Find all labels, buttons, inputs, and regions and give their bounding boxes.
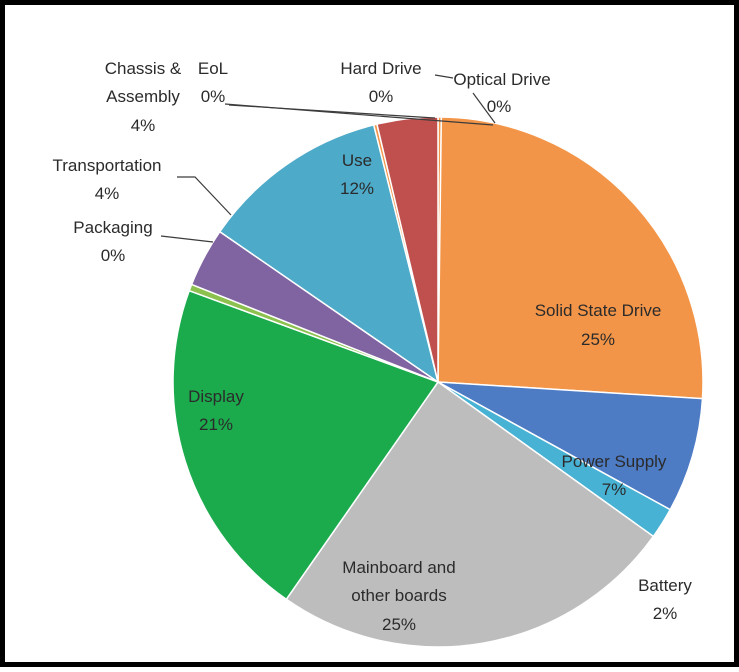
pie-chart: Chassis & Assembly 4% EoL 0% Hard Drive … bbox=[53, 59, 704, 648]
pie-slice-mainboard-and-other-boards bbox=[285, 380, 655, 648]
label-chassis-assembly-line2: Assembly bbox=[106, 87, 180, 106]
label-chassis-assembly-value: 4% bbox=[131, 116, 156, 135]
label-hard-drive-value: 0% bbox=[369, 87, 394, 106]
label-optical-drive-value: 0% bbox=[487, 97, 512, 116]
label-solid-state-drive-name: Solid State Drive bbox=[535, 301, 662, 320]
pie-slice-power-supply bbox=[437, 381, 704, 511]
pie-slice-solid-state-drive bbox=[437, 116, 704, 400]
label-mainboard-line1: Mainboard and bbox=[342, 558, 455, 577]
label-solid-state-drive-value: 25% bbox=[581, 330, 615, 349]
pie-slice-display bbox=[172, 289, 440, 601]
label-packaging-value: 0% bbox=[101, 246, 126, 265]
label-power-supply-value: 7% bbox=[602, 480, 627, 499]
label-optical-drive-name: Optical Drive bbox=[453, 70, 550, 89]
label-display-name: Display bbox=[188, 387, 244, 406]
label-power-supply-name: Power Supply bbox=[562, 452, 667, 471]
leader-line-eol bbox=[224, 103, 494, 126]
leader-line-packaging bbox=[160, 235, 214, 243]
label-use-name: Use bbox=[342, 151, 372, 170]
leader-line-hard-drive bbox=[434, 74, 454, 79]
label-eol-name: EoL bbox=[198, 59, 228, 78]
label-battery-value: 2% bbox=[653, 604, 678, 623]
label-transportation-value: 4% bbox=[95, 184, 120, 203]
label-packaging-name: Packaging bbox=[73, 218, 152, 237]
pie-slice-use bbox=[218, 124, 440, 384]
leader-lines bbox=[160, 74, 496, 243]
pie-slices bbox=[172, 116, 704, 648]
leader-line-optical-drive bbox=[472, 92, 496, 124]
label-mainboard-line2: other boards bbox=[351, 586, 446, 605]
leader-line-transportation bbox=[177, 176, 232, 216]
slice-labels: Chassis & Assembly 4% EoL 0% Hard Drive … bbox=[53, 59, 693, 634]
label-battery-name: Battery bbox=[638, 576, 692, 595]
label-transportation-name: Transportation bbox=[53, 156, 162, 175]
label-mainboard-value: 25% bbox=[382, 615, 416, 634]
label-eol-value: 0% bbox=[201, 87, 226, 106]
label-hard-drive-name: Hard Drive bbox=[340, 59, 421, 78]
label-use-value: 12% bbox=[340, 179, 374, 198]
label-display-value: 21% bbox=[199, 415, 233, 434]
label-chassis-assembly-line1: Chassis & bbox=[105, 59, 182, 78]
